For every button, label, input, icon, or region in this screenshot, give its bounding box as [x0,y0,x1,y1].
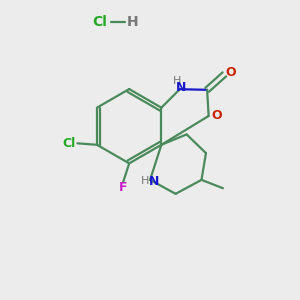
Text: N: N [176,81,187,94]
Text: O: O [226,66,236,80]
Text: N: N [148,175,159,188]
Text: H: H [126,15,138,29]
Text: O: O [212,109,222,122]
Text: H: H [140,176,149,186]
Text: F: F [118,181,127,194]
Text: H: H [173,76,182,86]
Text: Cl: Cl [63,137,76,150]
Text: Cl: Cl [92,15,107,29]
